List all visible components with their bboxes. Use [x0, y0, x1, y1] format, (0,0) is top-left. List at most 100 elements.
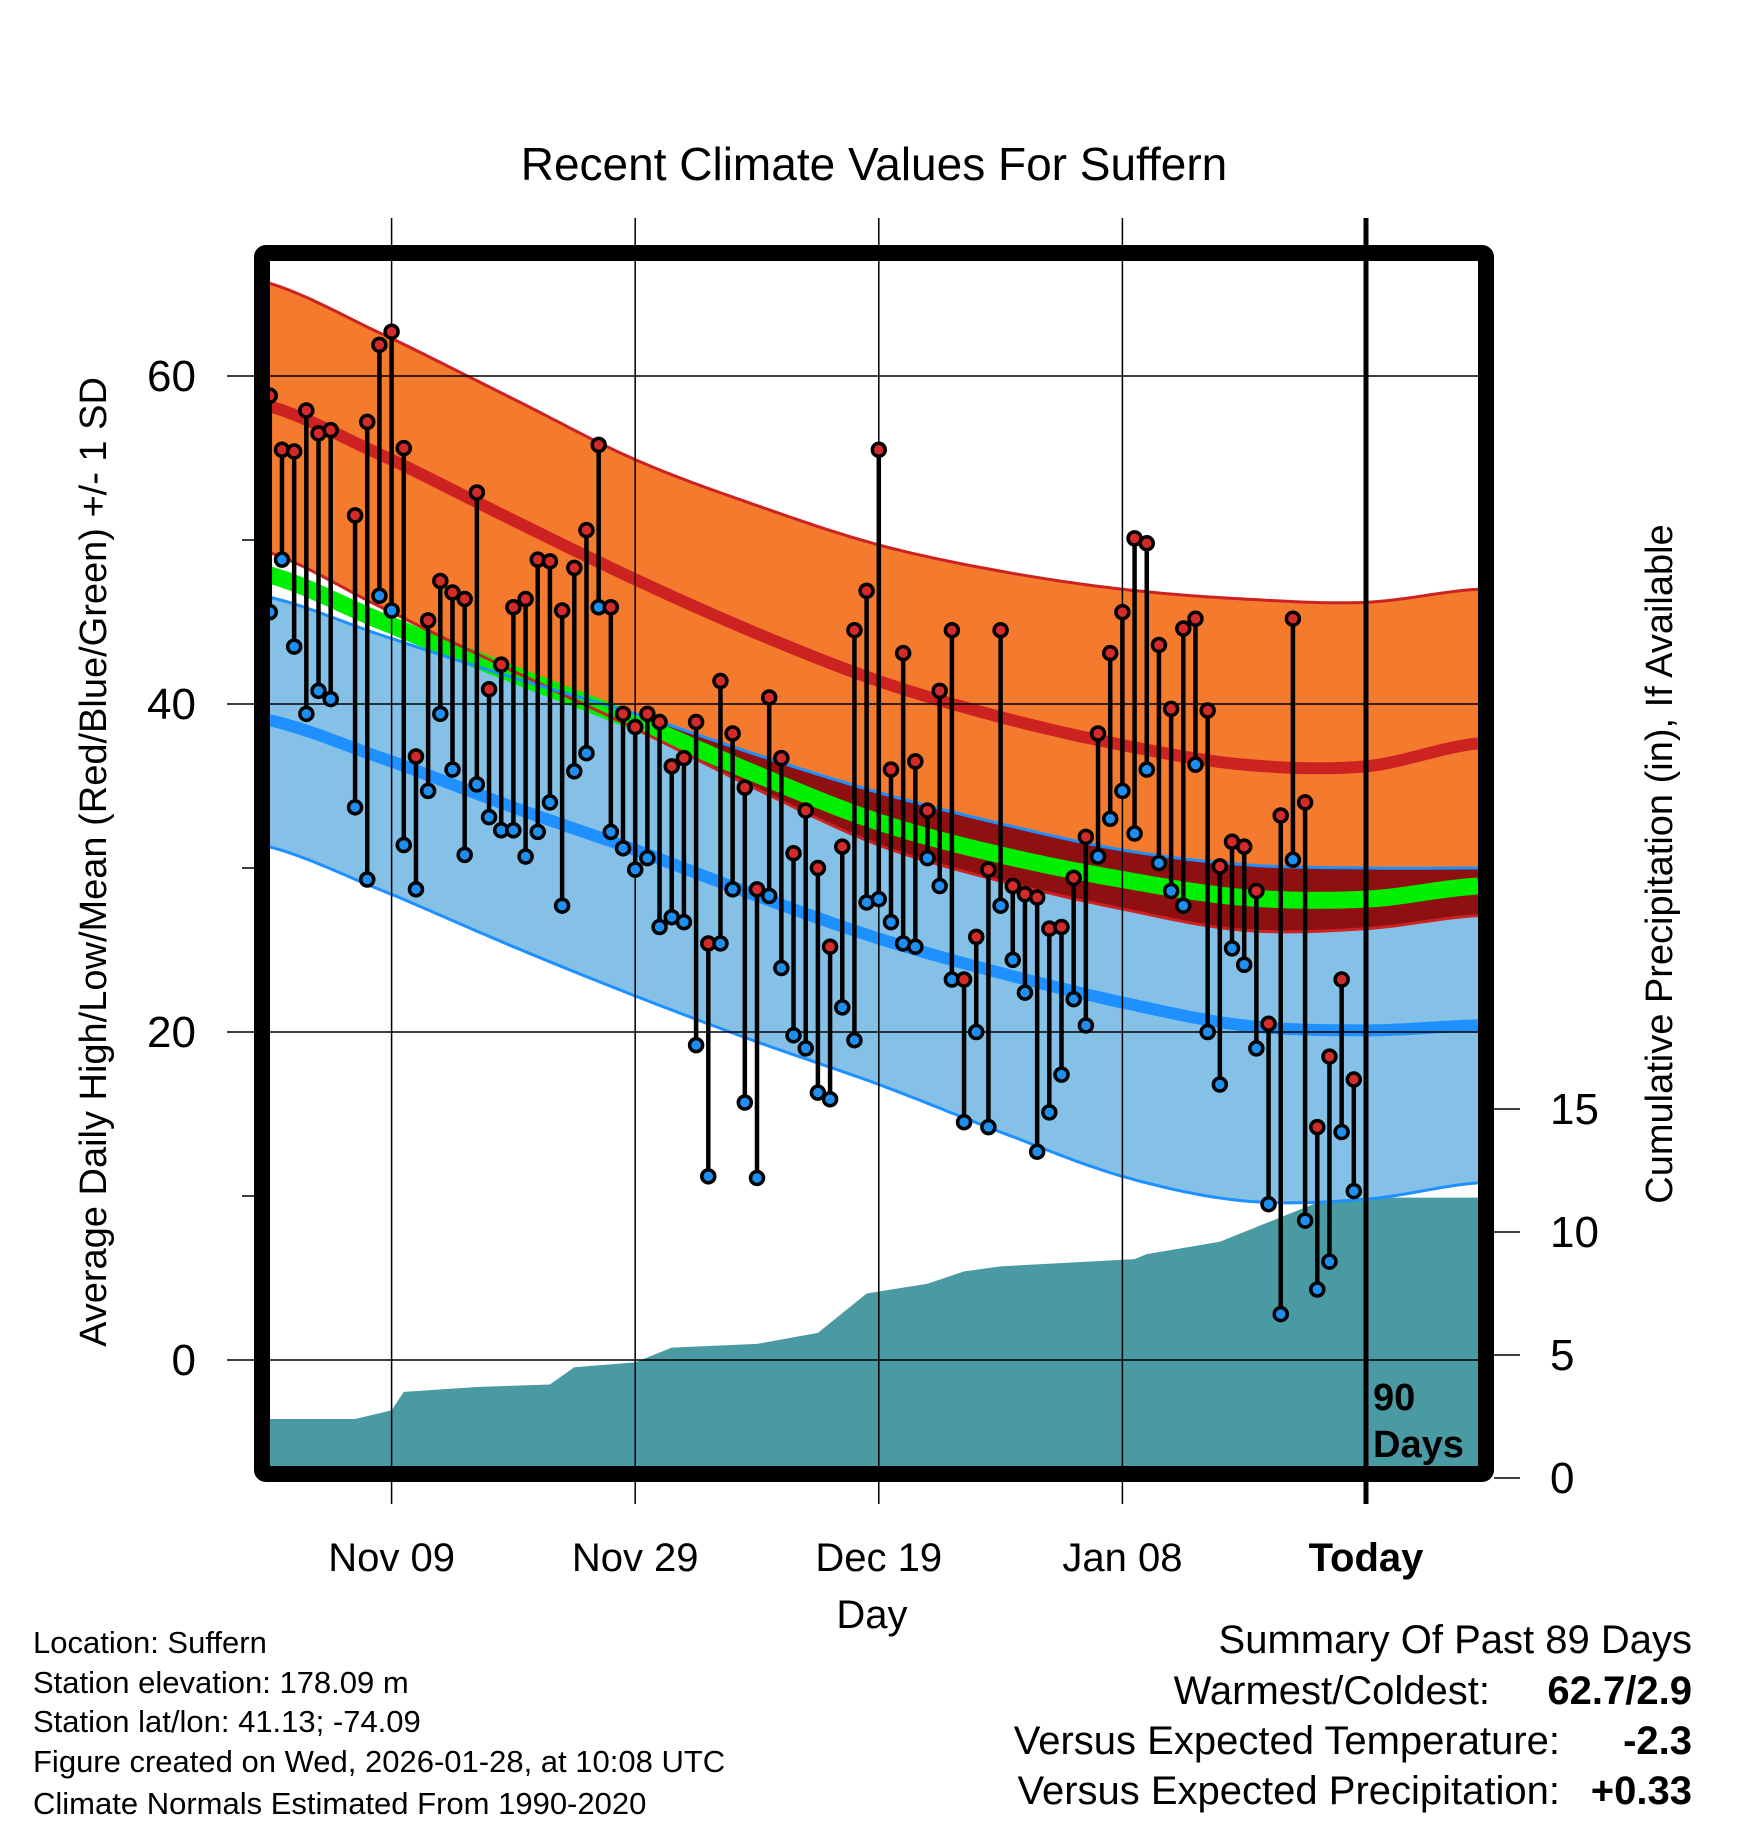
x-tick-label: Dec 19: [815, 1536, 942, 1580]
daily-low-point: [724, 881, 741, 898]
warmest-value: 62.7/2.9: [1547, 1669, 1692, 1713]
daily-low-point: [980, 1118, 997, 1136]
daily-low-point: [468, 776, 486, 793]
daily-high-point: [456, 590, 473, 608]
daily-high-point: [955, 971, 973, 988]
daily-low-point: [1321, 1253, 1338, 1270]
latlon-text: Station lat/lon: 41.13; -74.09: [33, 1704, 421, 1739]
x-tick-label: Nov 29: [572, 1536, 699, 1580]
daily-high-point: [1309, 1118, 1326, 1136]
daily-low-point: [821, 1090, 839, 1108]
y-tick-label: 20: [147, 1008, 196, 1057]
daily-high-point: [858, 582, 875, 600]
summary-panel: Summary Of Past 89 Days Warmest/Coldest:…: [1014, 1618, 1692, 1813]
daily-low-point: [967, 1023, 985, 1041]
daily-high-point: [1296, 794, 1314, 811]
daily-low-point: [1016, 984, 1034, 1001]
daily-low-point: [566, 762, 583, 780]
daily-low-point: [907, 938, 924, 955]
daily-high-point: [760, 689, 778, 706]
daily-low-point: [602, 823, 620, 841]
daily-low-point: [1138, 761, 1156, 778]
daily-low-point: [1211, 1076, 1229, 1093]
daily-high-point: [894, 644, 912, 662]
location-text: Location: Suffern: [33, 1625, 267, 1660]
plot-frame: [254, 245, 1494, 1482]
daily-high-point: [602, 598, 620, 616]
y2-axis-label: Cumulative Precipitation (in), If Availa…: [1639, 524, 1681, 1203]
daily-high-point: [1053, 918, 1070, 936]
daily-low-point: [578, 744, 595, 762]
daily-low-point: [760, 887, 778, 905]
daily-low-point: [955, 1113, 973, 1131]
daily-high-point: [907, 753, 924, 770]
daily-low-point: [1126, 825, 1143, 842]
daily-low-point: [298, 705, 315, 723]
daily-high-point: [432, 572, 449, 590]
daily-low-point: [1309, 1281, 1326, 1298]
daily-high-point: [505, 598, 522, 616]
station-info: Location: Suffern Station elevation: 178…: [33, 1625, 725, 1821]
daily-low-point: [1101, 810, 1119, 828]
daily-high-point: [346, 507, 364, 524]
daily-high-point: [724, 725, 741, 742]
daily-high-point: [980, 861, 997, 878]
daily-low-point: [310, 682, 327, 700]
daily-low-point: [1065, 990, 1082, 1008]
daily-high-point: [1321, 1048, 1338, 1065]
daily-high-point: [967, 928, 985, 946]
daily-low-point: [1296, 1212, 1314, 1229]
daily-low-point: [1077, 1017, 1095, 1034]
daily-low-point: [687, 1036, 705, 1054]
daily-low-point: [1199, 1023, 1216, 1041]
y2-tick-label: 10: [1550, 1208, 1599, 1257]
daily-low-point: [785, 1027, 802, 1044]
y-tick-label: 60: [147, 352, 196, 401]
daily-high-point: [407, 748, 425, 765]
temp-departure-label: Versus Expected Temperature:: [1014, 1719, 1560, 1763]
daily-low-point: [383, 602, 400, 619]
daily-high-point: [1028, 889, 1046, 906]
daily-high-point: [492, 656, 510, 673]
daily-high-point: [444, 584, 461, 601]
x-axis-label: Day: [836, 1593, 907, 1637]
daily-high-point: [870, 441, 888, 459]
daily-high-point: [785, 844, 802, 862]
daily-high-point: [1235, 838, 1253, 855]
axes: 60 40 20 0 15 10 5 0 Nov 09 Nov 29 Dec 19 Jan 08 Tod…: [147, 218, 1599, 1580]
daily-low-point: [1333, 1123, 1350, 1141]
created-text: Figure created on Wed, 2026-01-28, at 10…: [33, 1744, 725, 1779]
daily-high-point: [1248, 882, 1265, 900]
daily-low-point: [1260, 1195, 1277, 1213]
daily-high-point: [846, 621, 863, 639]
daily-high-point: [371, 336, 388, 354]
daily-low-point: [444, 761, 461, 778]
warmest-label: Warmest/Coldest:: [1174, 1669, 1490, 1713]
daily-high-point: [480, 680, 498, 698]
daily-low-point: [285, 638, 303, 655]
daily-low-point: [639, 849, 656, 867]
x-tick-label: Today: [1309, 1536, 1425, 1580]
precip-departure-label: Versus Expected Precipitation:: [1017, 1769, 1560, 1813]
daily-low-point: [626, 861, 644, 878]
daily-low-point: [1162, 882, 1180, 900]
daily-low-point: [1235, 956, 1253, 974]
daily-low-point: [505, 822, 522, 839]
precip-area: [270, 1197, 1478, 1474]
daily-high-point: [931, 682, 948, 700]
x-tick-label: Nov 09: [328, 1536, 455, 1580]
daily-low-point: [700, 1168, 717, 1185]
daily-high-point: [566, 559, 583, 577]
daily-low-point: [931, 877, 948, 895]
daily-low-point: [1223, 940, 1241, 957]
daily-low-point: [1175, 897, 1192, 914]
daily-high-point: [821, 938, 839, 955]
daily-high-point: [419, 612, 437, 629]
daily-low-point: [992, 897, 1009, 914]
daily-high-point: [517, 590, 534, 608]
daily-high-point: [773, 749, 790, 767]
normals-text: Climate Normals Estimated From 1990-2020: [33, 1786, 646, 1821]
daily-high-point: [383, 323, 400, 340]
daily-low-point: [809, 1084, 827, 1101]
